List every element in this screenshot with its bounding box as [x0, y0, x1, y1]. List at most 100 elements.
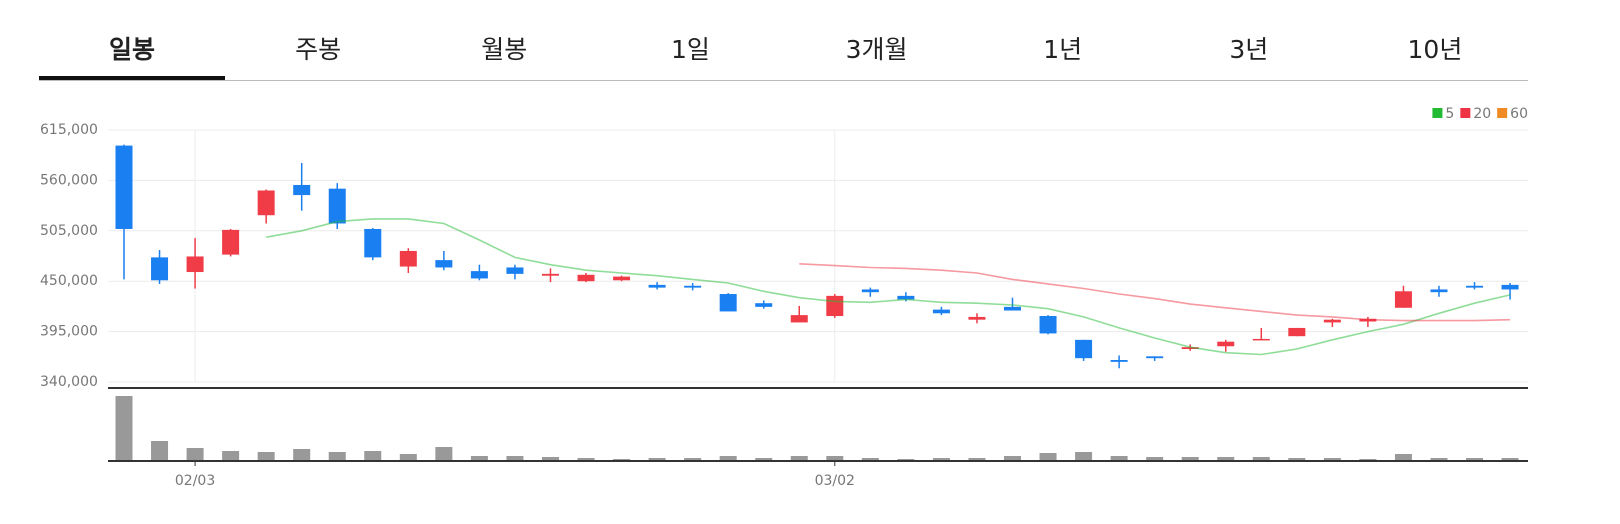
volume-bar [719, 456, 737, 460]
volume-bar [470, 456, 488, 460]
candle-body [506, 267, 524, 274]
y-tick-label: 615,000 [40, 122, 98, 138]
candle-body [151, 257, 169, 281]
volume-bar [1075, 452, 1093, 460]
volume-bar [1323, 458, 1341, 460]
legend-swatch [1497, 108, 1508, 118]
volume-bar [1039, 453, 1057, 460]
candle-body [222, 229, 240, 255]
volume-bar [1146, 457, 1164, 460]
tab[interactable]: 1년 [1043, 35, 1083, 64]
candle-body [648, 284, 666, 288]
candle-body [790, 315, 808, 323]
candle-body [1146, 356, 1164, 359]
volume-bar [293, 449, 311, 460]
candle-body [399, 250, 417, 267]
ma-line [799, 263, 1511, 322]
legend-label: 60 [1510, 106, 1528, 122]
candle-body [684, 285, 702, 288]
candle-body [613, 276, 631, 281]
tab[interactable]: 1일 [670, 35, 710, 64]
volume-bar [115, 396, 133, 460]
volume-bar [648, 458, 666, 460]
candle-body [293, 184, 311, 196]
candle-body [1110, 360, 1128, 362]
tab-bar: 일봉 주봉 월봉 1일 3개월 1년 3년 10년 [39, 0, 1528, 81]
candle-body [577, 274, 595, 282]
candle-body [1004, 306, 1021, 311]
candle-body [257, 190, 275, 216]
volume-bar [506, 456, 524, 460]
candle-body [1181, 347, 1199, 350]
volume-bar [1181, 457, 1199, 460]
tab[interactable]: 10년 [1407, 35, 1463, 64]
candle-body [364, 228, 382, 258]
volume-bar [222, 451, 240, 460]
candle-body [1466, 285, 1484, 288]
candle-body [1039, 316, 1057, 334]
candle-body [826, 295, 844, 317]
candle-body [115, 145, 133, 229]
y-tick-label: 450,000 [40, 273, 98, 289]
candle-body [897, 295, 915, 300]
candle-body [968, 316, 986, 320]
legend-label: 20 [1473, 106, 1491, 122]
legend-label: 5 [1445, 106, 1454, 122]
y-tick-label: 560,000 [40, 172, 98, 188]
y-tick-label: 395,000 [40, 324, 98, 340]
tab[interactable]: 월봉 [481, 35, 528, 64]
candle-body [755, 303, 773, 307]
volume-bar [1252, 457, 1270, 460]
volume-bar [861, 458, 879, 460]
volume-bar [1110, 456, 1128, 460]
candle-body [1252, 338, 1270, 341]
volume-bar [932, 458, 950, 460]
candle-body [1430, 289, 1448, 293]
tab[interactable]: 주봉 [295, 35, 342, 64]
tab[interactable]: 3년 [1229, 35, 1269, 64]
candle-body [1288, 327, 1306, 337]
candle-body [1394, 291, 1412, 308]
volume-bar [1217, 457, 1235, 460]
y-tick-label: 505,000 [40, 223, 98, 239]
volume-bar [1359, 459, 1377, 460]
volume-bar [1288, 458, 1306, 460]
legend-swatch [1432, 108, 1443, 118]
volume-bar [790, 456, 808, 460]
candle-body [435, 260, 453, 268]
volume-bar [577, 458, 595, 460]
tab[interactable]: 일봉 [39, 0, 226, 80]
volume-bar [755, 458, 773, 460]
y-tick-label: 340,000 [40, 374, 98, 390]
candle-body [328, 188, 346, 224]
volume-bar [435, 447, 453, 460]
candle-body [932, 309, 950, 314]
volume-bar [613, 459, 631, 460]
candle-body [470, 271, 488, 279]
volume-bar [1004, 456, 1021, 460]
volume-bar [897, 459, 915, 460]
candle-body [1075, 339, 1093, 359]
ma-line [266, 218, 1511, 356]
volume-bar [399, 454, 417, 460]
volume-bar [1394, 454, 1412, 460]
volume-bar [364, 451, 382, 460]
x-tick-label: 02/03 [175, 473, 215, 489]
candle-body [186, 256, 204, 273]
candle-body [1217, 341, 1235, 347]
candle-body [861, 289, 879, 293]
candle-body [719, 294, 737, 312]
volume-bar [1430, 458, 1448, 460]
tab[interactable]: 3개월 [845, 35, 908, 64]
volume-bar [684, 458, 702, 460]
x-tick-label: 03/02 [815, 473, 855, 489]
volume-bar [968, 458, 986, 460]
volume-bar [257, 452, 275, 460]
volume-bar [1501, 458, 1519, 460]
candle-body [1501, 284, 1519, 290]
volume-bar [151, 441, 169, 460]
volume-bar [1466, 458, 1484, 460]
volume-bar [186, 448, 204, 460]
